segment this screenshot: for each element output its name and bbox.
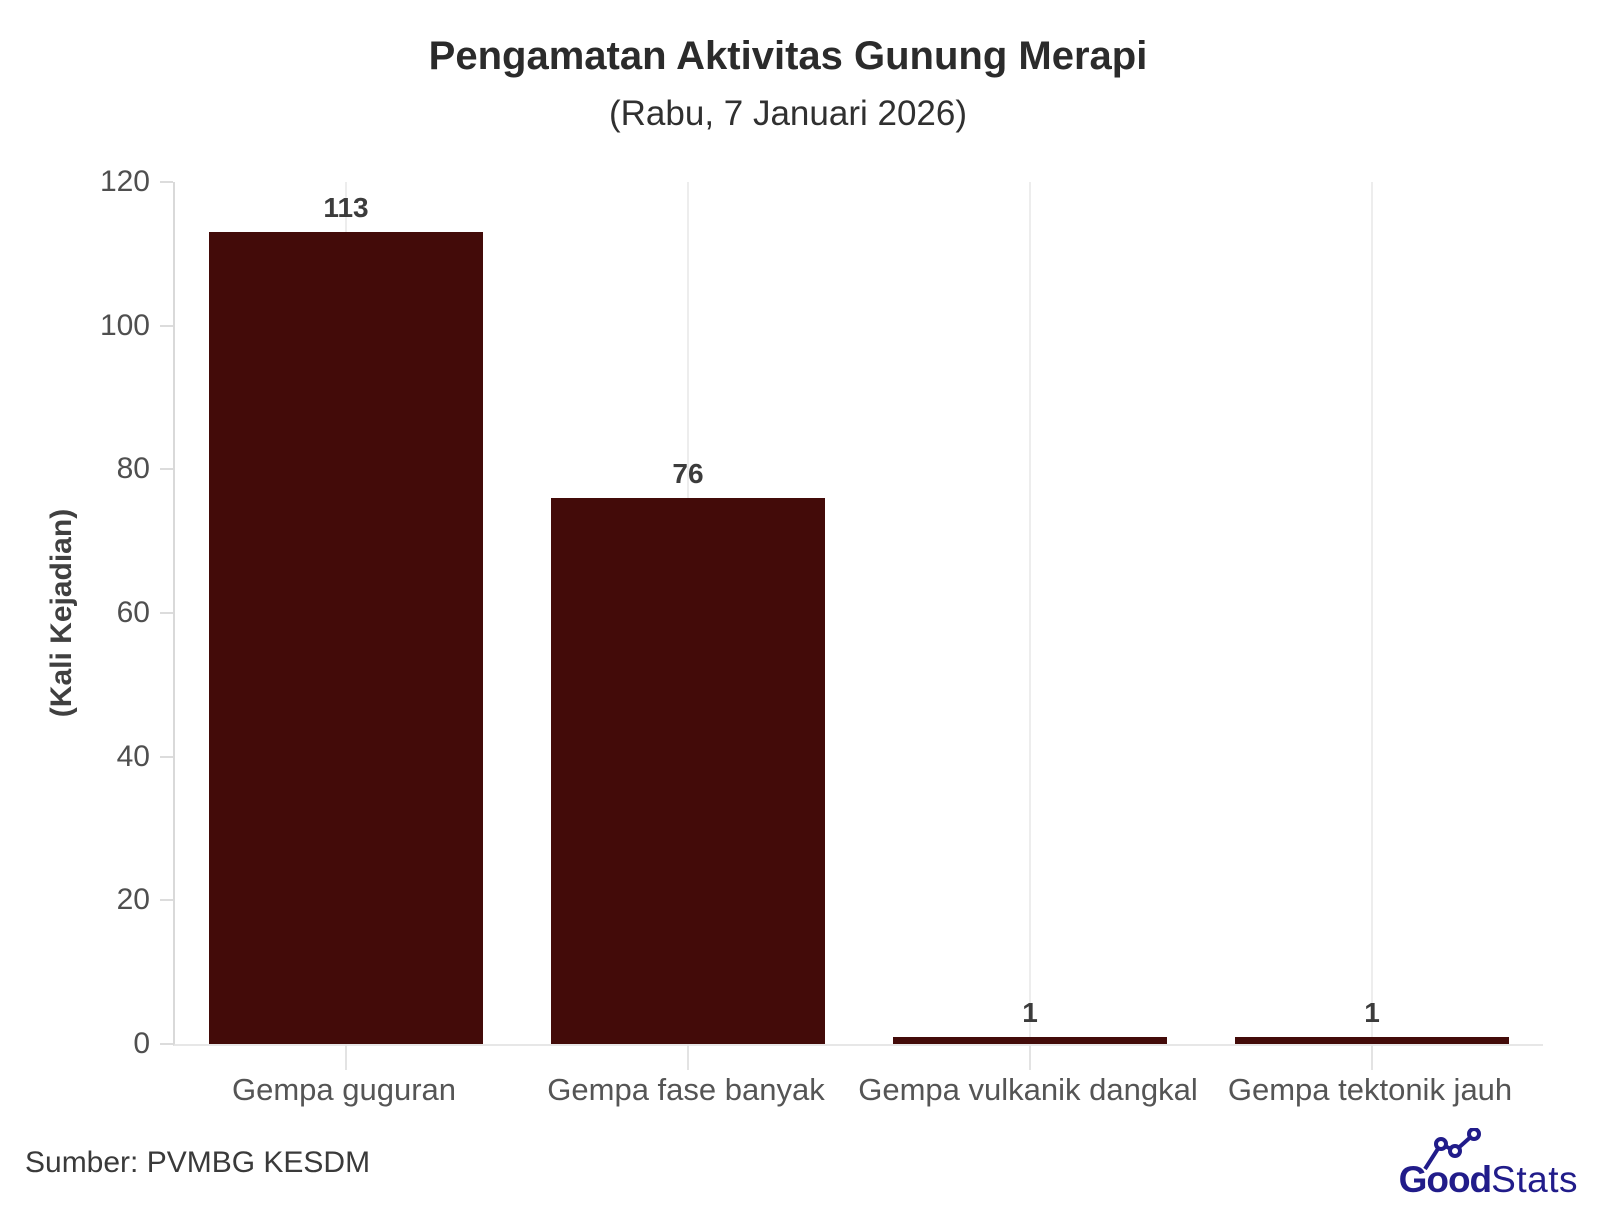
bar-gempa-tektonik-jauh (1235, 1036, 1509, 1044)
x-axis-tick-mark (1371, 1044, 1373, 1070)
y-axis-tick-mark (160, 468, 173, 471)
chart-subtitle: (Rabu, 7 Januari 2026) (609, 94, 967, 133)
category-gridline (1371, 182, 1373, 1044)
y-axis-tick-mark (160, 1043, 173, 1045)
x-category-label: Gempa fase banyak (547, 1072, 825, 1107)
x-axis-tick-mark (687, 1044, 689, 1070)
x-axis-tick-mark (345, 1044, 347, 1070)
bar-gempa-guguran (209, 232, 483, 1044)
y-tick-label: 120 (99, 165, 150, 198)
chart-title: Pengamatan Aktivitas Gunung Merapi (428, 34, 1148, 78)
x-axis-tick-mark (1029, 1044, 1031, 1070)
y-tick-label: 60 (116, 596, 150, 629)
y-axis-tick-mark (160, 612, 173, 614)
brand-bold-text: Good (1398, 1159, 1493, 1200)
x-category-label: Gempa guguran (231, 1072, 457, 1107)
y-axis-tick-mark (160, 324, 173, 327)
bar-gempa-fase-banyak (551, 498, 825, 1044)
y-axis-tick-mark (160, 181, 173, 183)
y-tick-label: 80 (116, 452, 150, 486)
bar-value-label: 1 (1022, 996, 1038, 1028)
bar-value-label: 113 (323, 192, 369, 224)
x-category-label: Gempa tektonik jauh (1227, 1072, 1513, 1107)
bar-value-label: 76 (672, 458, 704, 490)
y-axis-tick-mark (160, 899, 173, 902)
y-tick-label: 0 (133, 1027, 150, 1060)
bar-gempa-vulkanik-dangkal (893, 1036, 1167, 1044)
plot-area: 113 76 1 1 (173, 182, 1543, 1070)
category-gridline (1029, 182, 1031, 1044)
bar-value-label: 1 (1364, 996, 1380, 1028)
source-caption: Sumber: PVMBG KESDM (25, 1146, 371, 1179)
y-tick-label: 100 (99, 308, 150, 342)
y-axis-tick-mark (160, 755, 173, 758)
goodstats-wordmark: GoodStats (1399, 1161, 1578, 1198)
y-tick-label: 20 (116, 883, 150, 917)
x-category-label: Gempa vulkanik dangkal (858, 1072, 1198, 1107)
brand-light-text: Stats (1491, 1159, 1578, 1200)
y-tick-label: 40 (116, 739, 150, 773)
trendline-icon (1423, 1128, 1481, 1171)
